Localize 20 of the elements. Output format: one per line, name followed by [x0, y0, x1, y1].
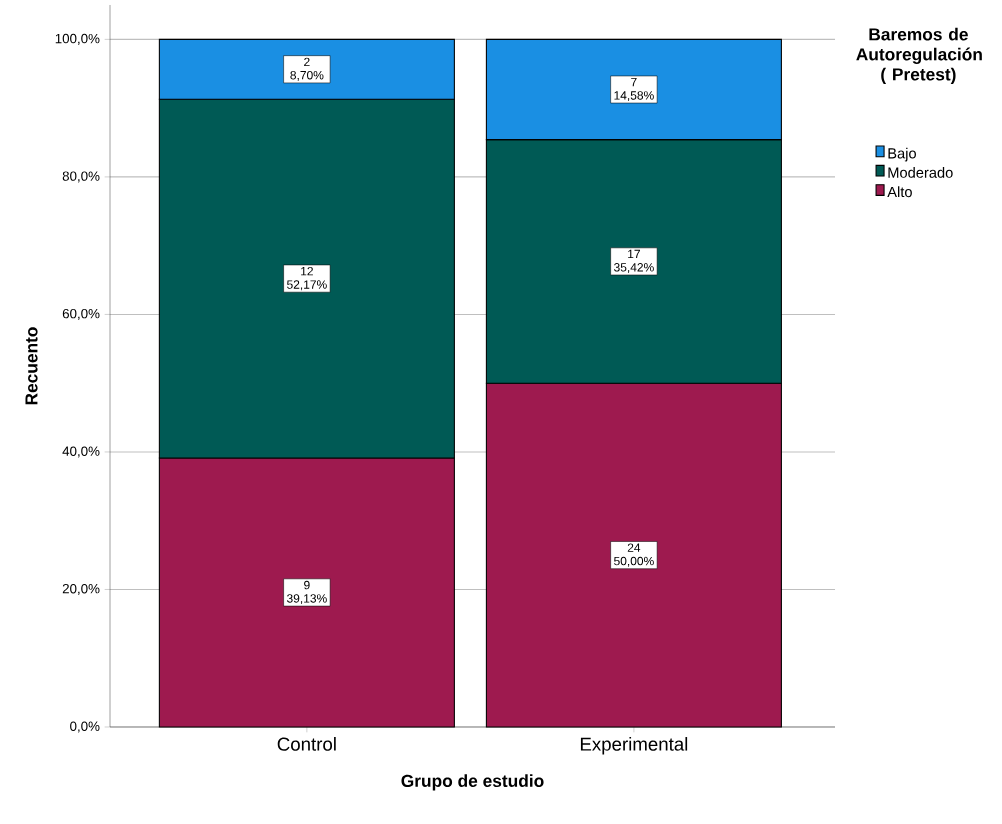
data-label: 17 35,42% [614, 249, 654, 273]
x-axis-title: Grupo de estudio [401, 774, 544, 791]
y-tick-label: 0,0% [70, 721, 100, 733]
data-label: 24 50,00% [614, 543, 654, 567]
y-tick-label: 60,0% [62, 308, 100, 320]
y-tick-label: 40,0% [62, 446, 100, 458]
x-tick-label: Control [277, 737, 336, 751]
data-label: 2 8,70% [290, 57, 324, 81]
data-label: 12 52,17% [287, 266, 327, 291]
y-tick-label: 100,0% [55, 33, 100, 45]
x-tick-label: Experimental [580, 737, 688, 755]
y-tick-label: 80,0% [62, 171, 100, 183]
data-label: 7 14,58% [614, 77, 654, 102]
y-axis-title: Recuento [25, 327, 38, 405]
legend-title: Baremos de Autoregulación ( Pretest) [856, 27, 982, 84]
legend-label: Alto [887, 186, 912, 198]
legend-label: Moderado [888, 167, 953, 178]
legend-label: Bajo [888, 147, 916, 162]
y-tick-label: 20,0% [62, 583, 100, 595]
data-label: 9 39,13% [286, 580, 327, 605]
